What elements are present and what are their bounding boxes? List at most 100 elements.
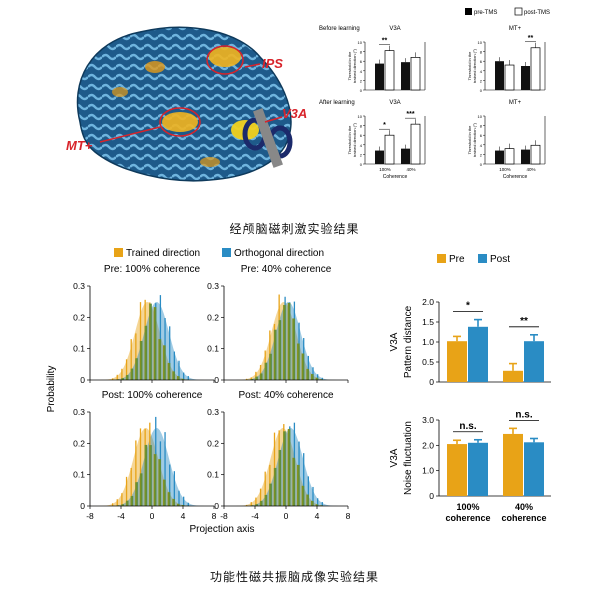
trained-hist-bar	[250, 502, 252, 506]
overlap-hist-bar	[264, 362, 268, 380]
x-tick-label: 100%	[499, 167, 511, 172]
y-axis-label: Threshold in the	[467, 125, 472, 154]
orthogonal-hist-bar	[317, 374, 319, 380]
trained-hist-bar	[139, 428, 142, 506]
trained-hist-bar	[130, 467, 132, 506]
overlap-hist-bar	[172, 371, 175, 380]
legend-swatch-trained	[114, 248, 123, 257]
trained-hist-bar	[255, 497, 257, 506]
bar-pre	[495, 61, 504, 90]
y-tick-label: 10	[358, 40, 363, 45]
x-tick-label: 40%	[515, 502, 533, 512]
bar-pre	[375, 63, 384, 90]
y-tick-label: 1.5	[422, 317, 434, 327]
sig-marker: **	[382, 38, 388, 45]
overlap-hist-bar	[273, 467, 277, 506]
activation-blobs	[112, 47, 259, 167]
y-tick-label: 0	[480, 88, 483, 93]
overlap-hist-bar	[301, 485, 305, 506]
ips-circle	[206, 45, 244, 75]
legend-swatch-orthogonal	[222, 248, 231, 257]
y-tick-label: 8	[480, 124, 483, 129]
tms-results-figure: pre-TMS post-TMS Before learning V3A 0 2 4 6 8 10…	[319, 7, 550, 180]
fmri-caption: 功能性磁共振脑成像实验结果	[209, 570, 379, 584]
legend-swatch-post	[514, 7, 523, 16]
orthogonal-hist-bar	[178, 360, 180, 380]
row-label: Before learning	[319, 26, 360, 32]
y-tick-label: 0	[360, 88, 363, 93]
legend-label-post: Post	[490, 254, 510, 265]
overlap-hist-bar	[181, 378, 185, 380]
x-axis-label: Projection axis	[189, 524, 254, 535]
y-tick-label: 3.0	[422, 415, 434, 425]
y-axis-label: Probability	[46, 366, 57, 413]
legend-swatch-pre	[437, 254, 446, 263]
overlap-hist-bar	[177, 503, 180, 506]
x-axis-label: Coherence	[383, 174, 408, 180]
y-tick-label: 2	[480, 152, 483, 157]
y-tick-label: 0.2	[73, 438, 85, 448]
orthogonal-hist-bar	[169, 326, 171, 380]
overlap-hist-bar	[181, 505, 185, 506]
overlap-hist-bar	[273, 329, 277, 380]
orthogonal-hist-bar	[321, 502, 323, 506]
orthogonal-density	[90, 302, 214, 380]
sig-marker: ***	[406, 111, 414, 118]
y-tick-label: 8	[360, 124, 363, 129]
panel-title: Pre: 100% coherence	[104, 264, 201, 275]
overlap-hist-bar	[311, 500, 314, 506]
x-tick-label: 40%	[406, 167, 415, 172]
overlap-hist-bar	[135, 482, 138, 506]
overlap-hist-bar	[292, 457, 296, 506]
bar-pre	[521, 149, 530, 164]
bar-post	[410, 123, 421, 165]
bar-post	[410, 57, 421, 91]
orthogonal-hist-bar	[307, 476, 309, 506]
row-label: After learning	[319, 100, 355, 106]
bar-post	[524, 341, 544, 382]
bar-pre	[447, 341, 467, 382]
overlap-hist-bar	[153, 307, 157, 380]
trained-hist-bar	[125, 359, 128, 380]
legend-label-orthogonal: Orthogonal direction	[234, 248, 324, 259]
y-tick-label: 2.0	[422, 440, 434, 450]
overlap-hist-bar	[278, 320, 282, 380]
overlap-hist-bar	[301, 353, 305, 380]
overlap-hist-bar	[121, 504, 124, 506]
y-tick-label: 0.3	[73, 407, 85, 417]
bar-pre	[495, 150, 504, 164]
overlap-hist-bar	[306, 368, 309, 380]
y-tick-label: 6	[480, 59, 483, 64]
sig-marker: *	[383, 122, 386, 129]
legend-swatch-pre	[465, 8, 472, 15]
overlap-hist-bar	[125, 500, 129, 506]
trained-hist-bar	[135, 440, 137, 506]
overlap-hist-bar	[269, 353, 272, 380]
y-tick-label: 0.1	[207, 470, 219, 480]
overlap-hist-bar	[163, 479, 166, 506]
trained-hist-bar	[259, 364, 262, 380]
overlap-hist-bar	[139, 473, 143, 506]
overlap-hist-bar	[144, 325, 148, 380]
bar-post	[468, 442, 488, 496]
bar-pre	[401, 62, 410, 90]
bar-pre	[503, 433, 523, 496]
orthogonal-hist-bar	[173, 351, 175, 380]
x-tick-label: 4	[315, 511, 320, 521]
trained-hist-bar	[121, 493, 123, 506]
sig-marker: n.s.	[515, 409, 532, 420]
x-tick-label: 100%	[456, 502, 479, 512]
bar-post	[530, 144, 541, 165]
y-tick-label: 4	[480, 143, 483, 148]
bar-pre	[521, 66, 530, 90]
trained-hist-bar	[125, 476, 128, 506]
overlap-hist-bar	[315, 377, 319, 380]
trained-hist-bar	[245, 504, 248, 506]
y-tick-label: 1.0	[422, 466, 434, 476]
y-tick-label: 0.3	[73, 281, 85, 291]
trained-hist-bar	[121, 368, 123, 380]
y-tick-label: 4	[360, 143, 363, 148]
y-tick-label: 10	[478, 114, 483, 119]
overlap-hist-bar	[130, 496, 134, 506]
overlap-hist-bar	[292, 318, 296, 380]
